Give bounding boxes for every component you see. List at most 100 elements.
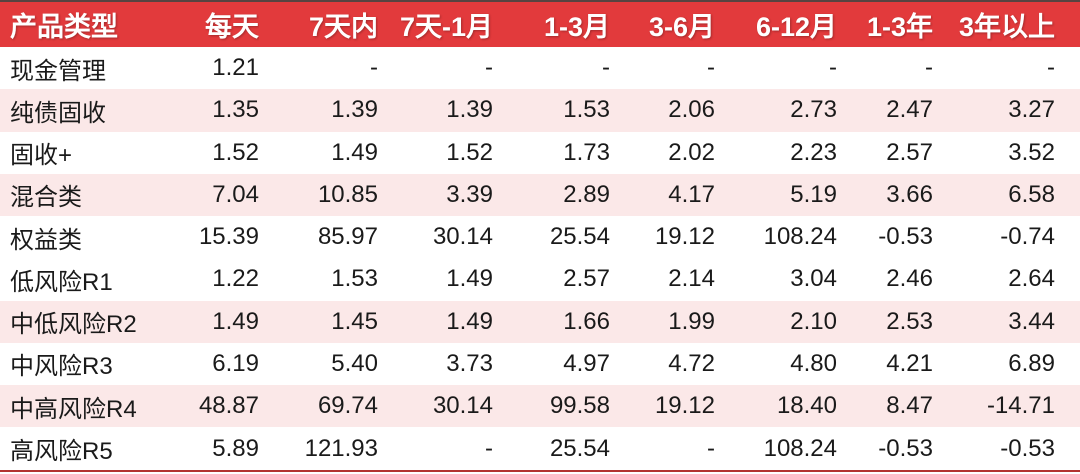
table-row: 中风险R3 6.19 5.40 3.73 4.97 4.72 4.80 4.21 6.89 xyxy=(0,342,1080,386)
value-cell: 2.57 xyxy=(493,258,610,301)
header-cell: 3年以上 xyxy=(933,1,1080,47)
value-cell: 19.12 xyxy=(610,385,715,428)
value-cell: 4.21 xyxy=(837,342,933,386)
value-cell: 1.49 xyxy=(378,258,493,301)
value-cell: - xyxy=(259,47,378,90)
value-cell: 1.52 xyxy=(378,131,493,174)
value-cell: 5.40 xyxy=(259,342,378,386)
value-cell: 2.46 xyxy=(837,258,933,301)
row-label: 中低风险R2 xyxy=(0,300,160,343)
value-cell: 3.39 xyxy=(378,173,493,217)
value-cell: 6.58 xyxy=(933,173,1080,217)
header-cell: 6-12月 xyxy=(715,1,837,47)
value-cell: 4.72 xyxy=(610,342,715,386)
value-cell: 1.99 xyxy=(610,300,715,343)
value-cell: - xyxy=(715,47,837,90)
value-cell: 108.24 xyxy=(715,216,837,259)
value-cell: -14.71 xyxy=(933,385,1080,428)
value-cell: 25.54 xyxy=(493,216,610,259)
table-row: 高风险R5 5.89 121.93-25.54-108.24 -0.53 -0.53 xyxy=(0,427,1080,471)
value-cell: - xyxy=(378,427,493,471)
header-cell: 7天内 xyxy=(259,1,378,47)
value-cell: 1.66 xyxy=(493,300,610,343)
value-cell: 19.12 xyxy=(610,216,715,259)
header-cell: 1-3年 xyxy=(837,1,933,47)
value-cell: 30.14 xyxy=(378,216,493,259)
header-cell: 每天 xyxy=(160,1,259,47)
value-cell: 1.49 xyxy=(378,300,493,343)
value-cell: 2.02 xyxy=(610,131,715,174)
value-cell: 15.39 xyxy=(160,216,259,259)
row-label: 中高风险R4 xyxy=(0,385,160,428)
value-cell: -0.53 xyxy=(933,427,1080,471)
value-cell: 1.35 xyxy=(160,89,259,132)
value-cell: 25.54 xyxy=(493,427,610,471)
row-label: 权益类 xyxy=(0,216,160,259)
value-cell: 121.93 xyxy=(259,427,378,471)
value-cell: 3.52 xyxy=(933,131,1080,174)
row-label: 混合类 xyxy=(0,173,160,217)
row-label: 纯债固收 xyxy=(0,89,160,132)
value-cell: 3.27 xyxy=(933,89,1080,132)
table-row: 固收+ 1.52 1.49 1.52 1.73 2.02 2.23 2.57 3.52 xyxy=(0,131,1080,174)
value-cell: -0.74 xyxy=(933,216,1080,259)
header-cell: 3-6月 xyxy=(610,1,715,47)
value-cell: 5.19 xyxy=(715,173,837,217)
value-cell: 2.10 xyxy=(715,300,837,343)
value-cell: 4.80 xyxy=(715,342,837,386)
row-label: 现金管理 xyxy=(0,47,160,90)
value-cell: 2.64 xyxy=(933,258,1080,301)
value-cell: 7.04 xyxy=(160,173,259,217)
value-cell: 1.39 xyxy=(259,89,378,132)
value-cell: 1.73 xyxy=(493,131,610,174)
header-cell: 7天-1月 xyxy=(378,1,493,47)
value-cell: 1.22 xyxy=(160,258,259,301)
value-cell: 2.23 xyxy=(715,131,837,174)
value-cell: 48.87 xyxy=(160,385,259,428)
table-row: 混合类 7.04 10.85 3.39 2.89 4.17 5.19 3.66 6.58 xyxy=(0,173,1080,217)
value-cell: 85.97 xyxy=(259,216,378,259)
value-cell: 1.21 xyxy=(160,47,259,90)
value-cell: 3.66 xyxy=(837,173,933,217)
value-cell: - xyxy=(837,47,933,90)
value-cell: -0.53 xyxy=(837,216,933,259)
value-cell: 30.14 xyxy=(378,385,493,428)
value-cell: 8.47 xyxy=(837,385,933,428)
value-cell: 5.89 xyxy=(160,427,259,471)
row-label: 低风险R1 xyxy=(0,258,160,301)
value-cell: - xyxy=(493,47,610,90)
value-cell: - xyxy=(378,47,493,90)
header-cell: 1-3月 xyxy=(493,1,610,47)
value-cell: 108.24 xyxy=(715,427,837,471)
value-cell: 3.04 xyxy=(715,258,837,301)
value-cell: 2.89 xyxy=(493,173,610,217)
table-row: 权益类 15.39 85.97 30.14 25.54 19.12 108.24 -0.53-… xyxy=(0,216,1080,259)
value-cell: 1.49 xyxy=(259,131,378,174)
header-row: 产品类型 每天 7天内 7天-1月 1-3月 3-6月 6-12月 1-3年 3年以上 xyxy=(0,1,1080,47)
table-row: 中低风险R2 1.49 1.45 1.49 1.66 1.99 2.10 2.53 3.44 xyxy=(0,300,1080,343)
table-row: 现金管理 1.21- - - - - - - xyxy=(0,47,1080,90)
value-cell: 2.53 xyxy=(837,300,933,343)
value-cell: 2.14 xyxy=(610,258,715,301)
table-row: 低风险R1 1.22 1.53 1.49 2.57 2.14 3.04 2.46 2.64 xyxy=(0,258,1080,301)
value-cell: 3.44 xyxy=(933,300,1080,343)
table-row: 纯债固收 1.35 1.39 1.39 1.53 2.06 2.73 2.47 3.27 xyxy=(0,89,1080,132)
row-label: 固收+ xyxy=(0,131,160,174)
value-cell: 18.40 xyxy=(715,385,837,428)
value-cell: - xyxy=(610,47,715,90)
value-cell: - xyxy=(933,47,1080,90)
value-cell: 6.89 xyxy=(933,342,1080,386)
value-cell: 4.97 xyxy=(493,342,610,386)
value-cell: 10.85 xyxy=(259,173,378,217)
value-cell: 1.52 xyxy=(160,131,259,174)
table-body: 现金管理 1.21- - - - - - - 纯债固收 1.35 1.39 1.39 1.53 2.06 2… xyxy=(0,47,1080,471)
table-row: 中高风险R4 48.87 69.74 30.14 99.58 19.12 18.40 8.47… xyxy=(0,385,1080,428)
value-cell: 6.19 xyxy=(160,342,259,386)
row-label: 高风险R5 xyxy=(0,427,160,471)
value-cell: 2.06 xyxy=(610,89,715,132)
value-cell: -0.53 xyxy=(837,427,933,471)
value-cell: 1.45 xyxy=(259,300,378,343)
value-cell: 4.17 xyxy=(610,173,715,217)
value-cell: - xyxy=(610,427,715,471)
